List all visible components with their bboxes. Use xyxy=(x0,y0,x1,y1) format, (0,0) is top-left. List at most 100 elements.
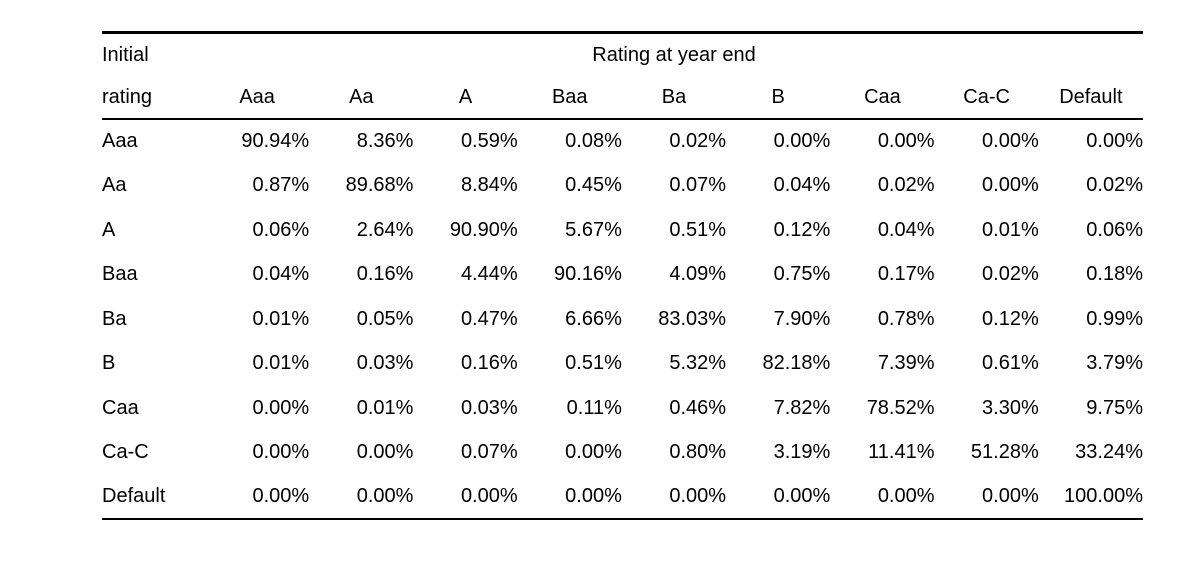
cell-ba-aa: 0.05% xyxy=(356,307,414,330)
cell-ca-c-caa: 11.41% xyxy=(868,441,935,464)
table-row-caa: Caa 0.00% 0.01% 0.03% 0.11% 0.46% 7.82% 78.52% 3… xyxy=(102,386,1143,431)
header-row-group: Initial Rating at year end xyxy=(102,33,1143,76)
cell-a-b: 0.12% xyxy=(773,218,831,241)
rating-transition-matrix-table: Initial Rating at year end rating Aaa Aa A… xyxy=(102,31,1143,520)
cell-aa-aa: 89.68% xyxy=(345,174,414,197)
cell-default-default: 100.00% xyxy=(1064,485,1143,508)
cell-aa-a: 8.84% xyxy=(460,174,518,197)
cell-caa-aaa: 0.00% xyxy=(252,396,310,419)
cell-ca-c-aaa: 0.00% xyxy=(252,441,310,464)
table-body: Aaa 90.94% 8.36% 0.59% 0.08% 0.02% 0.00% 0.00% 0… xyxy=(102,119,1143,520)
table-row-ba: Ba 0.01% 0.05% 0.47% 6.66% 83.03% 7.90% 0.78% 0.… xyxy=(102,297,1143,342)
cell-ca-c-b: 3.19% xyxy=(773,441,831,464)
column-header-aaa: Aaa xyxy=(205,75,310,120)
row-label-caa: Caa xyxy=(102,396,139,419)
row-label-default: Default xyxy=(102,485,166,508)
corner-label-line2: rating xyxy=(102,75,205,120)
cell-a-ca-c: 0.01% xyxy=(982,218,1039,241)
table-row-b: B 0.01% 0.03% 0.16% 0.51% 5.32% 82.18% 7.39% 0.6… xyxy=(102,341,1143,386)
cell-baa-default: 0.18% xyxy=(1086,263,1143,286)
cell-aa-baa: 0.45% xyxy=(565,174,622,197)
column-header-baa: Baa xyxy=(517,75,622,120)
cell-caa-b: 7.82% xyxy=(773,396,831,419)
cell-ca-c-aa: 0.00% xyxy=(356,441,414,464)
cell-a-ba: 0.51% xyxy=(669,218,727,241)
row-label-ba: Ba xyxy=(102,307,127,330)
table-row-aa: Aa 0.87% 89.68% 8.84% 0.45% 0.07% 0.04% 0.02% 0.… xyxy=(102,163,1143,208)
cell-default-b: 0.00% xyxy=(773,485,831,508)
cell-baa-baa: 90.16% xyxy=(554,263,622,286)
cell-ba-baa: 6.66% xyxy=(565,307,622,330)
cell-aaa-aaa: 90.94% xyxy=(241,130,310,153)
cell-aaa-ca-c: 0.00% xyxy=(982,130,1039,153)
cell-caa-ba: 0.46% xyxy=(669,396,727,419)
cell-caa-a: 0.03% xyxy=(460,396,518,419)
row-label-baa: Baa xyxy=(102,263,138,286)
column-header-a: A xyxy=(413,75,518,120)
table-row-baa: Baa 0.04% 0.16% 4.44% 90.16% 4.09% 0.75% 0.17% 0… xyxy=(102,252,1143,297)
cell-baa-aaa: 0.04% xyxy=(252,263,310,286)
column-header-default: Default xyxy=(1038,75,1143,120)
cell-baa-ba: 4.09% xyxy=(669,263,727,286)
cell-b-aaa: 0.01% xyxy=(252,352,310,375)
cell-ba-aaa: 0.01% xyxy=(252,307,310,330)
cell-ca-c-default: 33.24% xyxy=(1075,441,1143,464)
cell-aa-ca-c: 0.00% xyxy=(982,174,1039,197)
cell-aaa-default: 0.00% xyxy=(1086,130,1143,153)
column-header-caa: Caa xyxy=(830,75,935,120)
cell-default-baa: 0.00% xyxy=(565,485,622,508)
cell-ca-c-a: 0.07% xyxy=(460,441,518,464)
corner-label-line1: Initial xyxy=(102,43,149,66)
cell-baa-a: 4.44% xyxy=(460,263,518,286)
row-label-b: B xyxy=(102,352,116,375)
cell-a-aa: 2.64% xyxy=(356,218,414,241)
cell-b-b: 82.18% xyxy=(762,352,831,375)
cell-ba-ca-c: 0.12% xyxy=(982,307,1039,330)
cell-b-baa: 0.51% xyxy=(565,352,622,375)
cell-caa-ca-c: 3.30% xyxy=(982,396,1039,419)
cell-default-aaa: 0.00% xyxy=(252,485,310,508)
cell-caa-aa: 0.01% xyxy=(356,396,414,419)
cell-baa-ca-c: 0.02% xyxy=(982,263,1039,286)
cell-ca-c-baa: 0.00% xyxy=(565,441,622,464)
column-header-b: B xyxy=(726,75,831,120)
cell-a-caa: 0.04% xyxy=(877,218,935,241)
cell-caa-caa: 78.52% xyxy=(866,396,935,419)
cell-ba-default: 0.99% xyxy=(1086,307,1143,330)
column-header-ca-c: Ca-C xyxy=(934,75,1039,120)
row-label-aaa: Aaa xyxy=(102,130,138,153)
cell-ba-ba: 83.03% xyxy=(658,307,727,330)
cell-ca-c-ca-c: 51.28% xyxy=(970,441,1039,464)
cell-default-a: 0.00% xyxy=(460,485,518,508)
table-row-default: Default 0.00% 0.00% 0.00% 0.00% 0.00% 0.00% 0.0… xyxy=(102,475,1143,520)
cell-a-default: 0.06% xyxy=(1086,218,1143,241)
cell-aa-ba: 0.07% xyxy=(669,174,727,197)
cell-b-ca-c: 0.61% xyxy=(982,352,1039,375)
row-label-a: A xyxy=(102,218,116,241)
cell-aa-aaa: 0.87% xyxy=(252,174,310,197)
row-label-ca-c: Ca-C xyxy=(102,441,149,464)
table-row-a: A 0.06% 2.64% 90.90% 5.67% 0.51% 0.12% 0.04% 0.0… xyxy=(102,208,1143,253)
cell-a-aaa: 0.06% xyxy=(252,218,310,241)
table-header: Initial Rating at year end rating Aaa Aa A… xyxy=(102,33,1143,120)
cell-b-aa: 0.03% xyxy=(356,352,414,375)
table-row-ca-c: Ca-C 0.00% 0.00% 0.07% 0.00% 0.80% 3.19% 11.41%… xyxy=(102,430,1143,475)
row-label-aa: Aa xyxy=(102,174,127,197)
cell-ba-a: 0.47% xyxy=(460,307,518,330)
cell-ca-c-ba: 0.80% xyxy=(669,441,727,464)
cell-ba-caa: 0.78% xyxy=(877,307,935,330)
cell-default-ca-c: 0.00% xyxy=(982,485,1039,508)
group-header-rating-at-year-end: Rating at year end xyxy=(592,43,756,66)
cell-aa-b: 0.04% xyxy=(773,174,831,197)
column-header-aa: Aa xyxy=(309,75,414,120)
cell-baa-caa: 0.17% xyxy=(877,263,935,286)
cell-a-a: 90.90% xyxy=(449,218,518,241)
cell-caa-default: 9.75% xyxy=(1086,396,1143,419)
cell-aaa-baa: 0.08% xyxy=(565,130,622,153)
cell-aa-default: 0.02% xyxy=(1086,174,1143,197)
cell-aaa-caa: 0.00% xyxy=(877,130,935,153)
cell-aaa-ba: 0.02% xyxy=(669,130,727,153)
column-header-row: rating Aaa Aa A Baa Ba B Caa Ca-C Default xyxy=(102,75,1143,120)
column-header-ba: Ba xyxy=(621,75,727,120)
